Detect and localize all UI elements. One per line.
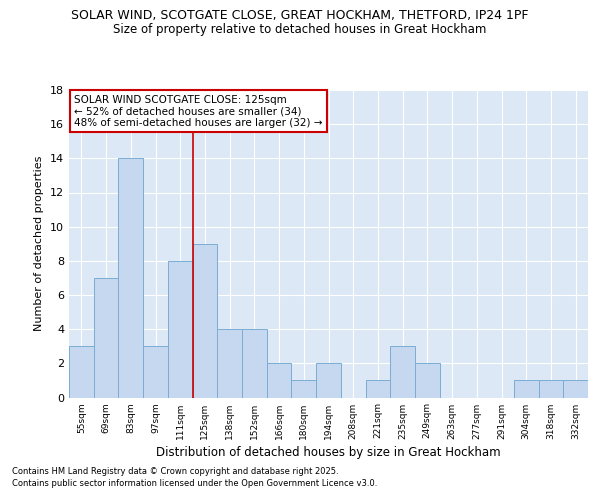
Bar bbox=[514, 380, 539, 398]
Text: SOLAR WIND SCOTGATE CLOSE: 125sqm
← 52% of detached houses are smaller (34)
48% : SOLAR WIND SCOTGATE CLOSE: 125sqm ← 52% … bbox=[74, 94, 323, 128]
Text: SOLAR WIND, SCOTGATE CLOSE, GREAT HOCKHAM, THETFORD, IP24 1PF: SOLAR WIND, SCOTGATE CLOSE, GREAT HOCKHA… bbox=[71, 9, 529, 22]
Bar bbox=[415, 364, 440, 398]
Bar bbox=[217, 329, 242, 398]
Bar bbox=[118, 158, 143, 398]
Bar bbox=[563, 380, 588, 398]
Text: Size of property relative to detached houses in Great Hockham: Size of property relative to detached ho… bbox=[113, 22, 487, 36]
Bar bbox=[390, 346, 415, 398]
Bar bbox=[94, 278, 118, 398]
Bar bbox=[292, 380, 316, 398]
Bar bbox=[267, 364, 292, 398]
Text: Contains public sector information licensed under the Open Government Licence v3: Contains public sector information licen… bbox=[12, 479, 377, 488]
Text: Contains HM Land Registry data © Crown copyright and database right 2025.: Contains HM Land Registry data © Crown c… bbox=[12, 468, 338, 476]
Bar bbox=[143, 346, 168, 398]
Bar bbox=[365, 380, 390, 398]
Bar bbox=[168, 261, 193, 398]
Bar bbox=[69, 346, 94, 398]
Bar bbox=[193, 244, 217, 398]
X-axis label: Distribution of detached houses by size in Great Hockham: Distribution of detached houses by size … bbox=[156, 446, 501, 458]
Y-axis label: Number of detached properties: Number of detached properties bbox=[34, 156, 44, 332]
Bar bbox=[242, 329, 267, 398]
Bar bbox=[316, 364, 341, 398]
Bar bbox=[539, 380, 563, 398]
